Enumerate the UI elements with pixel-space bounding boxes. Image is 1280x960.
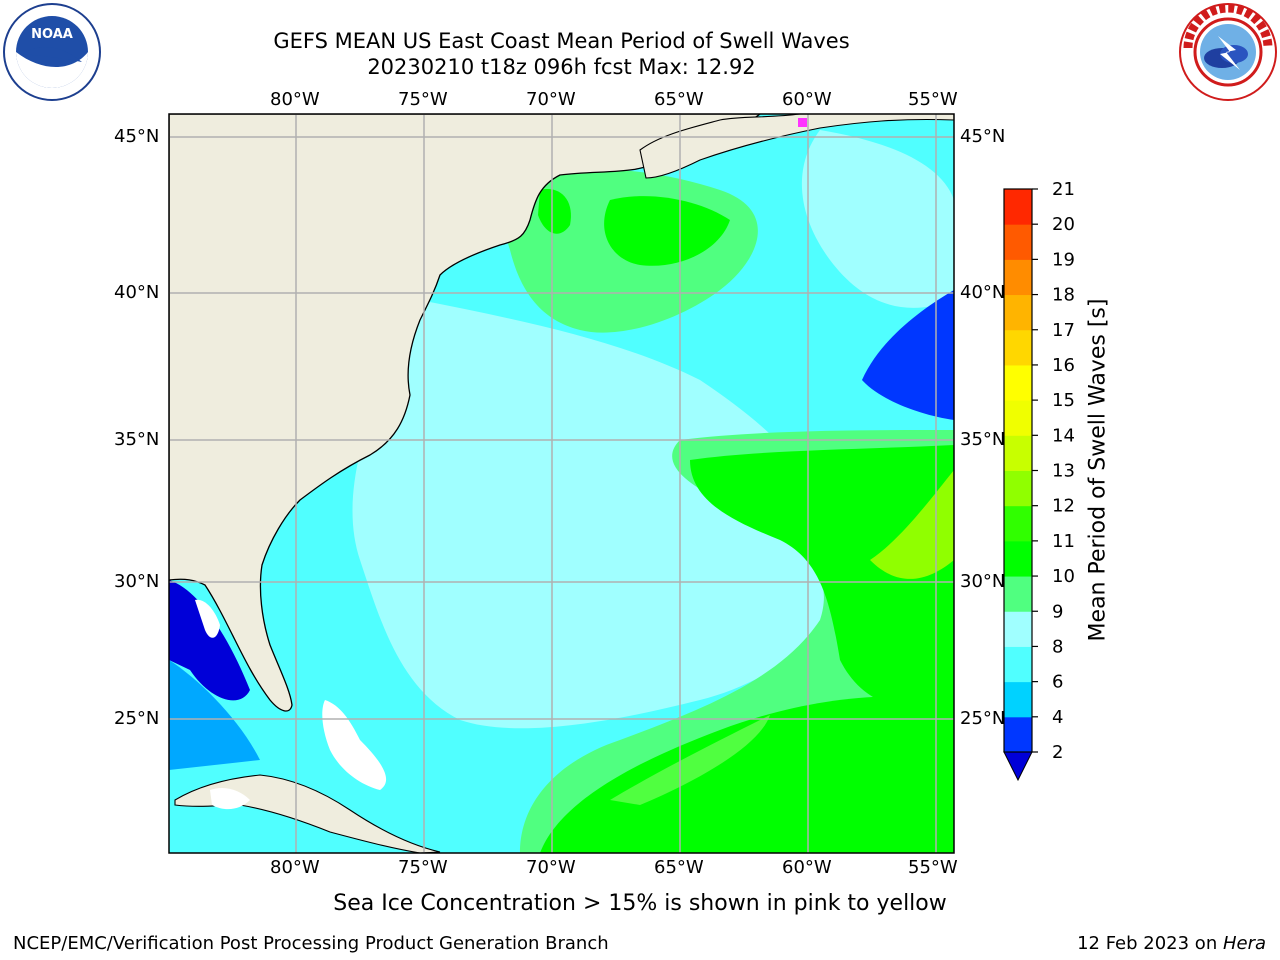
colorbar-tick-label: 13 [1052,461,1075,482]
colorbar-segments [1004,189,1032,753]
colorbar-segment [1004,716,1032,753]
lon-label-bottom-75w: 75°W [398,857,448,878]
colorbar-segment [1004,611,1032,647]
colorbar-segment [1004,364,1032,401]
swell-zone-11-12s [610,715,770,805]
swell-zone-10-11s-north [604,196,730,266]
colorbar-ticks: 2 4 6 8 9 10 11 12 13 14 15 16 17 18 19 20 21 [1032,179,1075,763]
lat-label-right-25n: 25°N [960,708,1006,729]
colorbar-segment [1004,259,1032,296]
swell-zone-10-11s-south [540,696,954,853]
lat-label-left-25n: 25°N [114,708,160,729]
lon-label-top-65w: 65°W [654,89,704,110]
lat-label-right-30n: 30°N [960,571,1006,592]
noaa-logo-text: NOAA [31,27,73,42]
lon-label-top-70w: 70°W [526,89,576,110]
lon-label-top-60w: 60°W [782,89,832,110]
colorbar-tick-label: 16 [1052,355,1075,376]
colorbar-tick-label: 20 [1052,214,1075,235]
footer-date: 12 Feb 2023 on Hera [1077,933,1266,954]
colorbar-tick-label: 10 [1052,566,1075,587]
colorbar-label: Mean Period of Swell Waves [s] [1085,298,1111,642]
map-subtitle: 20230210 t18z 096h fcst Max: 12.92 [367,55,756,79]
swell-zone-8-9s [352,300,844,729]
colorbar-tick-label: 17 [1052,320,1075,341]
colorbar-tick-label: 18 [1052,285,1075,306]
lon-label-bottom-65w: 65°W [654,857,704,878]
colorbar-segment [1004,646,1032,683]
footer-date-text: 12 Feb 2023 on [1077,933,1223,954]
graticule [169,114,954,853]
colorbar-tick-label: 12 [1052,496,1075,517]
noaa-logo: NOAA [3,3,101,101]
colorbar-under-arrow [1003,751,1033,782]
land-north-america [169,114,762,712]
bahamas-patch-1 [322,700,387,790]
colorbar-segment [1004,189,1032,225]
lon-label-top-80w: 80°W [270,89,320,110]
lat-label-left-35n: 35°N [114,429,160,450]
swell-zone-10-11s-northwest [538,189,571,234]
colorbar-tick-label: 9 [1052,601,1063,622]
colorbar-tick-label: 2 [1052,742,1063,763]
lat-label-left-45n: 45°N [114,126,160,147]
colorbar-segment [1004,329,1032,366]
lon-label-bottom-55w: 55°W [908,857,958,878]
colorbar-tick-label: 15 [1052,390,1075,411]
colorbar-segment [1004,224,1032,260]
swell-zone-12-13s [870,470,954,579]
swell-zone-8-9s-north [801,130,954,308]
lat-label-left-30n: 30°N [114,571,160,592]
colorbar-segment [1004,681,1032,718]
land-nova-scotia [639,114,954,179]
swell-zone-2-4s-gulf [169,660,260,770]
lat-label-right-35n: 35°N [960,429,1006,450]
colorbar-segment [1004,400,1032,436]
colorbar-tick-label: 4 [1052,707,1063,728]
sea-ice-caption: Sea Ice Concentration > 15% is shown in … [333,891,947,916]
swell-zone-under-2s-gulf [169,580,250,701]
nws-logo [1179,3,1277,101]
sea-ice-marker [798,118,807,127]
lat-label-right-45n: 45°N [960,126,1006,147]
lon-label-bottom-80w: 80°W [270,857,320,878]
map-area [169,114,954,853]
map-title: GEFS MEAN US East Coast Mean Period of S… [273,29,850,53]
colorbar-segment [1004,505,1032,542]
colorbar: 2 4 6 8 9 10 11 12 13 14 15 16 17 18 19 20 21 [1003,179,1075,782]
colorbar-tick-label: 14 [1052,425,1075,446]
colorbar-segment [1004,470,1032,507]
colorbar-segment [1004,294,1032,331]
colorbar-tick-label: 19 [1052,249,1075,270]
colorbar-segment [1004,435,1032,471]
lon-label-bottom-60w: 60°W [782,857,832,878]
colorbar-tick-label: 8 [1052,636,1063,657]
lon-label-top-75w: 75°W [398,89,448,110]
lon-label-top-55w: 55°W [908,89,958,110]
lat-label-left-40n: 40°N [114,282,160,303]
lat-label-right-40n: 40°N [960,282,1006,303]
swell-zone-10-11s-east [690,445,954,708]
cuba-patch [210,788,250,810]
colorbar-tick-label: 6 [1052,672,1063,693]
footer-machine: Hera [1222,933,1266,954]
colorbar-tick-label: 21 [1052,179,1075,200]
footer-credit: NCEP/EMC/Verification Post Processing Pr… [13,933,609,954]
florida-patch [195,599,220,638]
lon-label-bottom-70w: 70°W [526,857,576,878]
colorbar-tick-label: 11 [1052,531,1075,552]
map-frame [168,113,955,854]
colorbar-segment [1004,540,1032,577]
swell-zone-2-4s-east [862,290,954,420]
colorbar-segment [1004,576,1032,612]
